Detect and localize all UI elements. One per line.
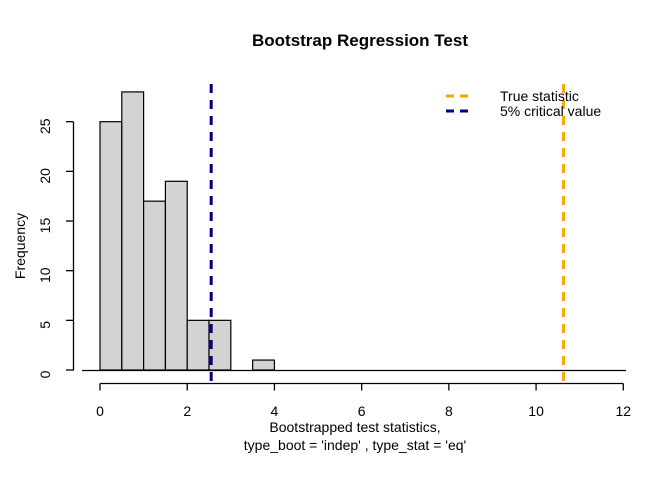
- y-axis-label: Frequency: [12, 213, 28, 279]
- x-tick-label: 0: [96, 403, 104, 419]
- histogram-bar: [164, 180, 188, 371]
- y-tick-label: 15: [37, 218, 53, 234]
- histogram-bar: [186, 319, 210, 371]
- x-axis-label-line2: type_boot = 'indep' , type_stat = 'eq': [244, 437, 466, 453]
- histogram-bar: [99, 121, 123, 371]
- histogram-bar: [121, 91, 145, 371]
- y-tick-label: 5: [37, 321, 53, 329]
- legend-label: True statistic: [500, 88, 579, 104]
- legend-label: 5% critical value: [500, 103, 601, 119]
- x-tick-label: 10: [528, 403, 544, 419]
- x-tick-label: 6: [358, 403, 366, 419]
- y-tick-label: 0: [37, 370, 53, 378]
- x-tick-label: 12: [616, 403, 632, 419]
- x-axis-label-line1: Bootstrapped test statistics,: [269, 419, 440, 435]
- x-tick-label: 2: [183, 403, 191, 419]
- histogram-bar: [208, 319, 232, 371]
- y-tick-label: 10: [37, 267, 53, 283]
- x-tick-label: 4: [271, 403, 279, 419]
- chart-title: Bootstrap Regression Test: [252, 31, 468, 50]
- histogram-bar: [252, 359, 276, 371]
- histogram-bar: [143, 200, 167, 371]
- y-tick-label: 20: [37, 168, 53, 184]
- x-tick-label: 8: [445, 403, 453, 419]
- y-tick-label: 25: [37, 118, 53, 134]
